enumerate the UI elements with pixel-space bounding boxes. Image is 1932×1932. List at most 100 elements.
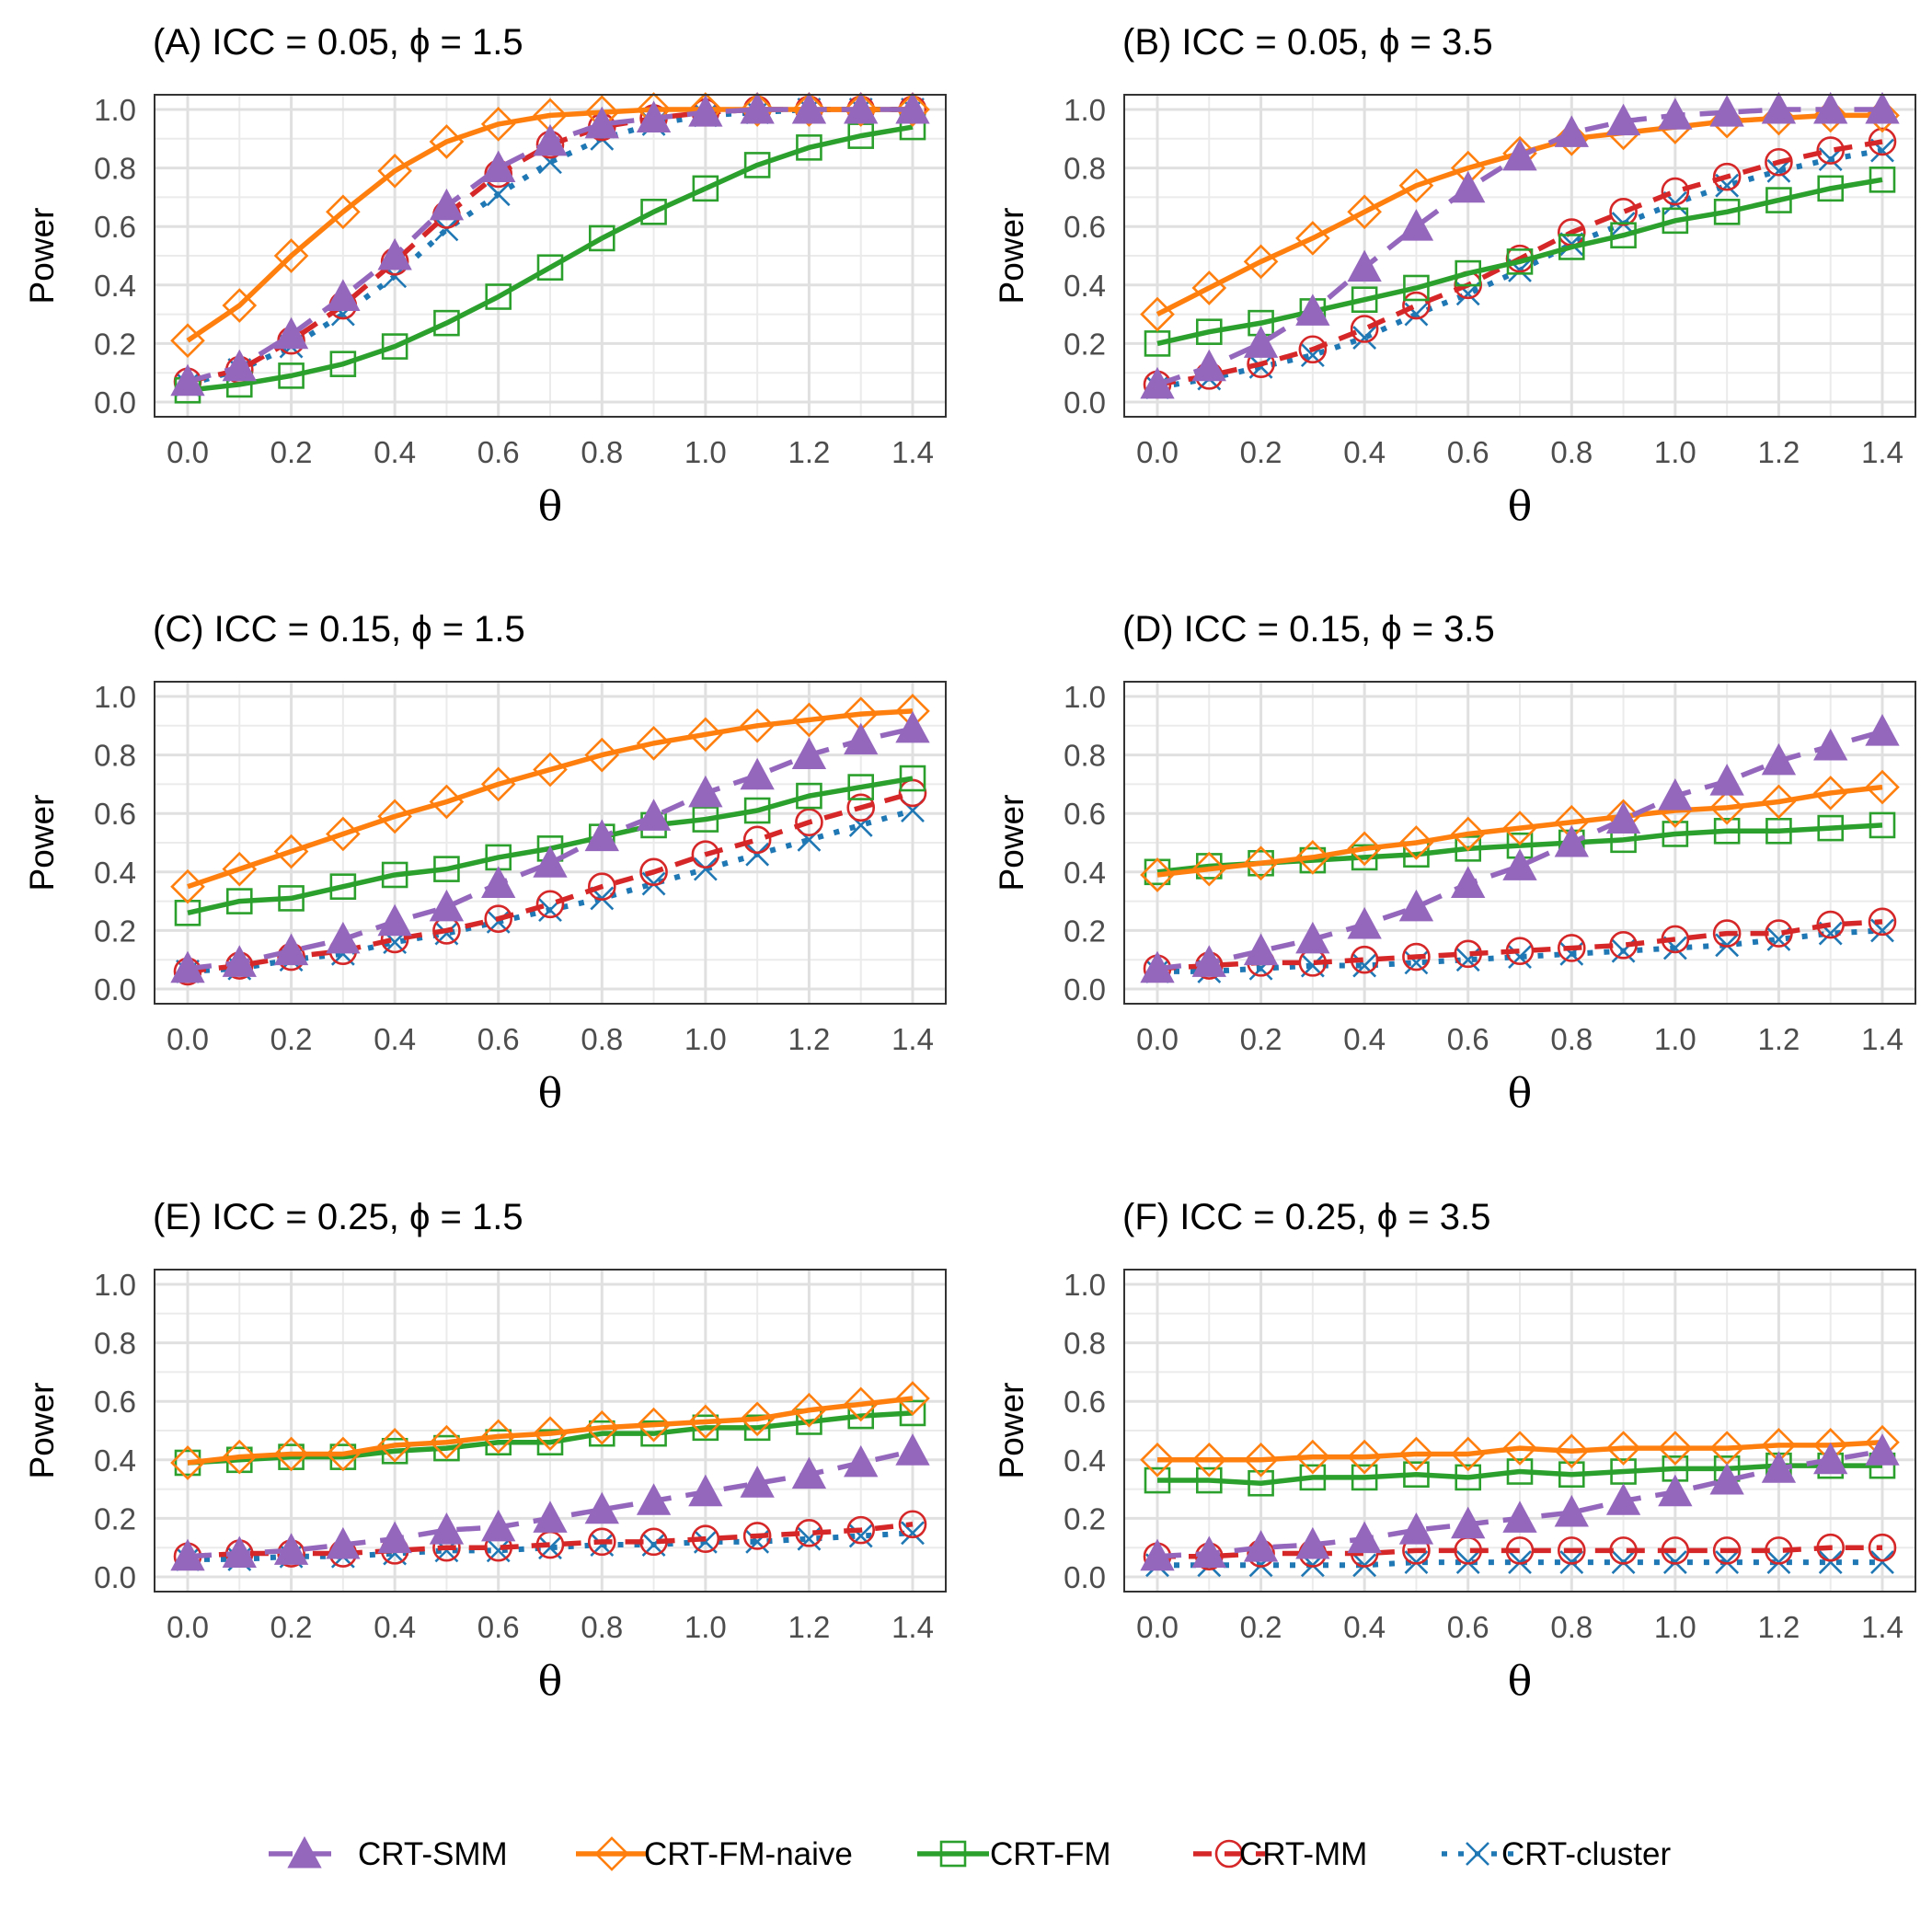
data-point — [1140, 857, 1175, 892]
data-point — [535, 890, 565, 919]
y-tick-label: 0.8 — [1064, 1327, 1106, 1361]
y-tick-label: 0.8 — [1064, 152, 1106, 186]
y-tick-label: 0.4 — [94, 269, 136, 303]
data-point — [584, 737, 620, 773]
cross-stroke — [486, 182, 511, 207]
data-point — [791, 92, 827, 127]
y-tick-label: 0.8 — [94, 152, 136, 186]
x-tick-label: 0.4 — [1343, 1022, 1386, 1056]
data-point — [1451, 1506, 1486, 1539]
y-tick-label: 0.4 — [1064, 1443, 1106, 1478]
x-axis-label: θ — [1508, 483, 1533, 530]
x-tick-label: 0.8 — [1550, 1610, 1593, 1644]
data-point — [1350, 945, 1379, 974]
data-point — [533, 752, 568, 788]
data-point — [273, 1533, 309, 1565]
y-tick-label: 0.0 — [1064, 1560, 1106, 1594]
data-point — [429, 124, 465, 159]
data-point — [846, 1515, 876, 1545]
panel-e: 0.0 0.2 0.4 0.6 0.8 1.0 0.0 0.2 0.4 0.6 0.8 1.0 1.2 1… — [23, 1197, 947, 1705]
data-point — [1191, 349, 1226, 382]
y-axis-label: Power — [23, 1383, 61, 1479]
data-point — [844, 91, 879, 124]
data-point — [1554, 1433, 1590, 1469]
data-point — [1766, 158, 1791, 183]
cross-stroke — [693, 857, 718, 881]
y-tick-label: 1.0 — [94, 680, 136, 714]
data-point — [326, 279, 361, 311]
y-tick-label: 0.0 — [1064, 385, 1106, 420]
data-point — [796, 134, 822, 161]
data-point — [1816, 1533, 1846, 1562]
data-point — [1609, 931, 1638, 960]
x-tick-label: 0.4 — [374, 435, 416, 469]
data-point — [1502, 1431, 1537, 1466]
legend-key-marker — [939, 1840, 967, 1868]
data-point — [377, 799, 412, 834]
data-point — [584, 1409, 620, 1445]
data-point — [326, 921, 361, 954]
data-point — [1869, 811, 1896, 839]
x-tick-label: 1.0 — [684, 1610, 727, 1644]
series-line — [187, 1410, 914, 1466]
data-point — [1558, 234, 1585, 260]
data-point — [1765, 147, 1793, 177]
data-point — [740, 707, 775, 743]
y-tick-label: 0.6 — [1064, 797, 1106, 831]
data-point — [688, 775, 723, 808]
x-tick-label: 1.2 — [788, 1610, 830, 1644]
data-point — [1502, 848, 1537, 880]
legend-label: CRT-FM-naive — [644, 1836, 853, 1872]
y-tick-label: 1.0 — [1064, 680, 1106, 714]
cross-stroke — [1870, 918, 1894, 943]
data-point — [1451, 866, 1486, 898]
data-point — [1295, 921, 1330, 954]
data-point — [222, 288, 258, 323]
data-point — [429, 1424, 465, 1460]
data-point — [485, 1429, 512, 1456]
data-point — [1403, 274, 1430, 302]
data-point — [377, 153, 412, 189]
data-point — [1506, 248, 1534, 275]
data-point — [1191, 851, 1227, 887]
legend-item-crt-cluster: CRT-cluster — [1442, 1836, 1671, 1872]
cross-stroke — [1352, 326, 1377, 350]
data-point — [1661, 1536, 1690, 1565]
series-crt-smm — [1140, 91, 1900, 399]
data-point — [1502, 811, 1537, 845]
data-point — [1140, 950, 1175, 983]
data-point — [377, 237, 412, 270]
data-point — [1402, 942, 1431, 972]
data-point — [639, 1527, 668, 1557]
data-point — [1243, 326, 1279, 358]
data-point — [278, 362, 305, 389]
y-tick-label: 0.6 — [94, 797, 136, 831]
legend-key-marker — [1466, 1842, 1489, 1866]
data-point — [584, 819, 619, 852]
x-tick-label: 1.0 — [1654, 1610, 1696, 1644]
data-point — [1865, 769, 1900, 805]
data-point — [1403, 1461, 1430, 1488]
data-point — [844, 722, 879, 755]
series-line — [1157, 1439, 1883, 1463]
series-crt-fm-naive — [170, 694, 930, 904]
data-point — [1554, 121, 1590, 156]
data-point — [740, 92, 775, 127]
cross-stroke — [848, 1524, 873, 1548]
x-tick-label: 0.0 — [1136, 1022, 1179, 1056]
x-tick-label: 1.4 — [891, 435, 934, 469]
y-tick-label: 0.4 — [94, 856, 136, 890]
data-point — [377, 1428, 412, 1463]
x-tick-label: 0.2 — [1240, 1610, 1282, 1644]
panel-a: 0.0 0.2 0.4 0.6 0.8 1.0 0.0 0.2 0.4 0.6 0.8 1.0 1.2 1… — [23, 22, 947, 530]
series-crt-smm — [170, 91, 930, 397]
x-tick-label: 0.8 — [1550, 1022, 1593, 1056]
data-point — [691, 1524, 720, 1553]
data-point — [899, 765, 926, 792]
data-point — [1709, 790, 1744, 825]
series-line — [1156, 784, 1883, 878]
data-point — [433, 856, 460, 882]
data-point — [1658, 778, 1693, 811]
panel-title: (B) ICC = 0.05, ϕ = 3.5 — [1122, 22, 1493, 63]
data-point — [588, 224, 615, 252]
